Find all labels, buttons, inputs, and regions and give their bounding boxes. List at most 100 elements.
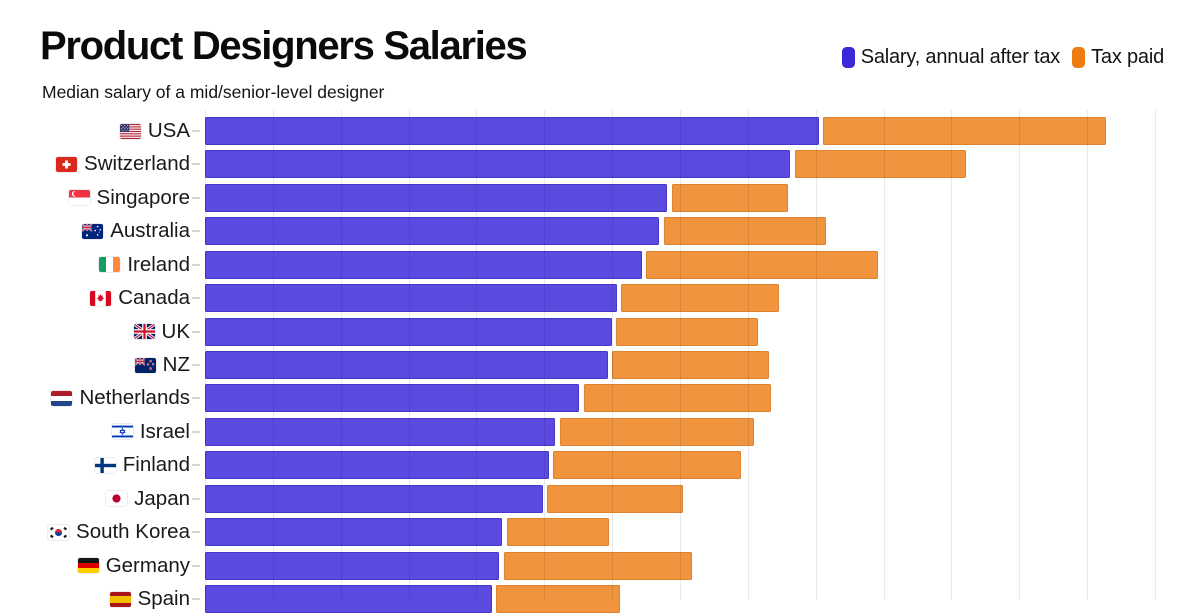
bar-chart: USA Switzerland Singapore Australia Ireland C… <box>0 110 1200 613</box>
salary-bar-segment <box>205 417 556 446</box>
country-name: Singapore <box>96 185 190 209</box>
country-label: South Korea <box>0 516 190 549</box>
axis-tick <box>192 531 200 534</box>
x-gridline <box>205 110 206 600</box>
salary-bar-segment <box>205 150 791 179</box>
country-name: Netherlands <box>79 386 190 410</box>
x-gridline <box>272 110 274 600</box>
tax-bar-segment <box>583 384 772 413</box>
country-name: NZ <box>162 353 190 376</box>
tax-bar-segment <box>616 317 759 346</box>
country-name: Germany <box>105 553 190 577</box>
country-name: Switzerland <box>84 152 190 176</box>
chart-row: Japan <box>0 482 1200 515</box>
x-gridline <box>476 110 478 600</box>
x-gridline <box>612 110 614 600</box>
x-gridline <box>815 110 817 600</box>
x-gridline <box>883 110 885 600</box>
salary-bar-segment <box>205 317 612 346</box>
x-gridline <box>544 110 546 600</box>
chart-legend: Salary, annual after tax Tax paid <box>841 46 1164 69</box>
country-label: Australia <box>0 215 190 248</box>
legend-label: Tax paid <box>1091 46 1164 68</box>
country-name: Ireland <box>127 252 190 276</box>
salary-bar-segment <box>205 250 642 279</box>
chart-row: UK <box>0 315 1200 348</box>
salary-bar-segment <box>205 484 543 513</box>
country-label: Israel <box>0 415 190 448</box>
country-label: Singapore <box>0 181 190 214</box>
axis-tick <box>192 263 200 266</box>
country-label: Ireland <box>0 248 190 281</box>
country-name: Japan <box>134 486 190 510</box>
salary-bar-segment <box>205 551 499 580</box>
axis-tick <box>192 230 200 233</box>
axis-tick <box>192 196 200 199</box>
x-gridline <box>679 110 681 600</box>
tax-bar-segment <box>646 250 879 279</box>
country-label: UK <box>0 315 190 348</box>
legend-item-salary: Salary, annual after tax <box>841 46 1060 69</box>
flag-singapore-icon <box>68 190 90 206</box>
tax-swatch-icon <box>1072 47 1086 68</box>
flag-netherlands-icon <box>51 390 73 406</box>
country-label: Japan <box>0 482 190 515</box>
axis-tick <box>192 497 200 500</box>
salary-bar-segment <box>205 116 819 145</box>
country-name: Finland <box>122 453 190 477</box>
tax-bar-segment <box>612 350 769 379</box>
country-label: Canada <box>0 281 190 314</box>
axis-tick <box>192 364 200 366</box>
tax-bar-segment <box>503 551 692 580</box>
tax-bar-segment <box>496 584 621 613</box>
flag-germany-icon <box>77 558 99 574</box>
tax-bar-segment <box>663 217 827 246</box>
flag-nz-icon <box>134 357 156 373</box>
flag-finland-icon <box>94 457 116 473</box>
tax-bar-segment <box>672 183 789 212</box>
country-label: NZ <box>0 348 190 381</box>
chart-row: Netherlands <box>0 382 1200 415</box>
tax-bar-segment <box>621 284 780 313</box>
salary-bar-segment <box>205 217 660 246</box>
chart-row: Australia <box>0 215 1200 248</box>
chart-row: USA <box>0 114 1200 147</box>
x-gridline <box>1019 110 1021 600</box>
legend-item-tax: Tax paid <box>1072 46 1164 69</box>
tax-bar-segment <box>560 417 754 446</box>
chart-subtitle: Median salary of a mid/senior-level desi… <box>42 82 385 102</box>
chart-row: South Korea <box>0 516 1200 549</box>
flag-australia-icon <box>82 223 104 239</box>
chart-row: NZ <box>0 348 1200 381</box>
flag-canada-icon <box>90 290 112 306</box>
flag-japan-icon <box>106 491 128 507</box>
chart-row: Israel <box>0 415 1200 448</box>
page-title: Product Designers Salaries <box>40 24 528 68</box>
x-gridline <box>951 110 953 600</box>
salary-swatch-icon <box>841 47 855 68</box>
axis-tick <box>192 430 200 433</box>
salary-bar-segment <box>205 518 503 547</box>
country-name: Spain <box>137 587 190 610</box>
tax-bar-segment <box>823 116 1107 145</box>
salary-bar-segment <box>205 350 608 379</box>
flag-switzerland-icon <box>56 156 78 172</box>
flag-south-korea-icon <box>48 524 70 540</box>
tax-bar-segment <box>553 451 742 480</box>
x-gridline <box>1087 110 1088 600</box>
country-name: Israel <box>139 419 190 443</box>
salary-bar-segment <box>205 284 617 313</box>
axis-tick <box>192 598 200 600</box>
tax-bar-segment <box>507 518 609 547</box>
axis-tick <box>192 297 200 300</box>
chart-row: Ireland <box>0 248 1200 281</box>
chart-row: Finland <box>0 449 1200 482</box>
country-label: USA <box>0 114 190 147</box>
axis-tick <box>192 564 200 567</box>
axis-tick <box>192 397 200 400</box>
chart-row: Singapore <box>0 181 1200 214</box>
country-label: Switzerland <box>0 148 190 181</box>
chart-row: Germany <box>0 549 1200 582</box>
country-name: UK <box>161 319 190 343</box>
axis-tick <box>192 130 200 132</box>
